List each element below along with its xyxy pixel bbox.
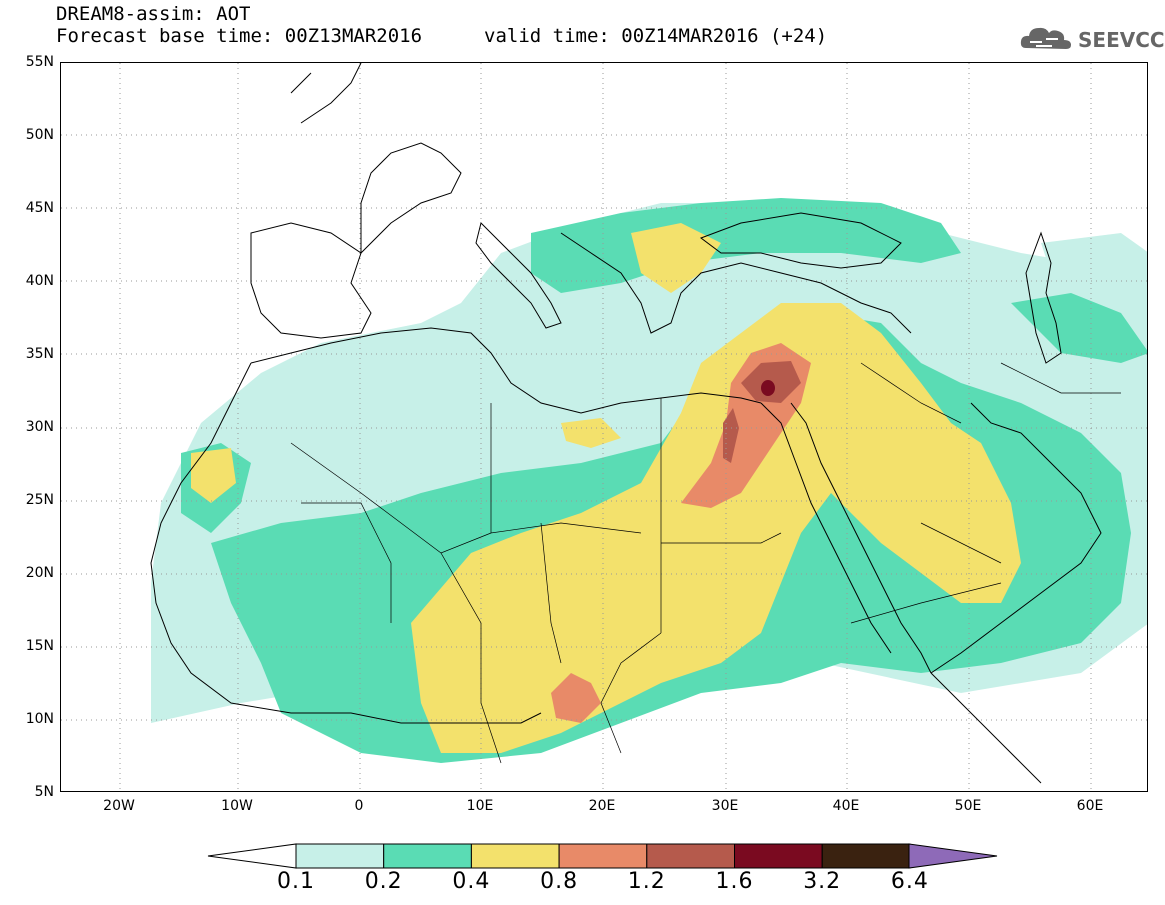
seevccc-logo: SEEVCCC — [1018, 22, 1165, 58]
colorbar-segment — [470, 843, 560, 869]
lat-label-10n: 10N — [25, 711, 54, 727]
lat-label-50n: 50N — [25, 127, 54, 143]
lon-label-30e: 30E — [711, 798, 739, 814]
valid-time: valid time: 00Z14MAR2016 (+24) — [484, 25, 828, 47]
lon-label-20e: 20E — [588, 798, 616, 814]
lat-label-55n: 55N — [25, 54, 54, 70]
graticule — [61, 63, 1147, 791]
colorbar-segment — [646, 843, 735, 869]
colorbar-label: 1.2 — [627, 869, 666, 894]
colorbar-label: 0.4 — [452, 869, 491, 894]
colorbar-segment — [821, 843, 911, 869]
lon-label-10w: 10W — [221, 798, 253, 814]
colorbar-segment — [558, 843, 648, 869]
colorbar-label: 0.2 — [364, 869, 403, 894]
lat-label-30n: 30N — [25, 419, 54, 435]
forecast-base-time: Forecast base time: 00Z13MAR2016 — [56, 25, 423, 47]
aot-field-0.4 — [191, 223, 1021, 753]
lat-label-25n: 25N — [25, 492, 54, 508]
country-borders — [290, 362, 1121, 764]
colorbar-label: 6.4 — [890, 869, 929, 894]
lon-label-10e: 10E — [466, 798, 494, 814]
colorbar-segment — [734, 843, 823, 869]
lat-label-45n: 45N — [25, 200, 54, 216]
colorbar-label: 3.2 — [803, 869, 842, 894]
lat-label-35n: 35N — [25, 346, 54, 362]
colorbar-high-arrow — [908, 843, 998, 869]
colorbar-label: 0.8 — [540, 869, 579, 894]
lon-label-20w: 20W — [103, 798, 135, 814]
aot-map — [61, 63, 1147, 791]
cloud-icon — [1020, 27, 1071, 49]
colorbar-segment — [295, 843, 385, 869]
lon-label-0: 0 — [354, 798, 364, 814]
lon-label-60e: 60E — [1076, 798, 1104, 814]
colorbar-label: 0.1 — [277, 869, 315, 894]
lat-label-40n: 40N — [25, 273, 54, 289]
map-title: DREAM8-assim: AOT — [56, 3, 251, 25]
lon-label-40e: 40E — [832, 798, 860, 814]
lat-label-20n: 20N — [25, 565, 54, 581]
aot-field-1.6 — [761, 380, 775, 396]
coastlines — [150, 63, 1102, 784]
map-panel — [60, 62, 1148, 792]
lon-label-50e: 50E — [954, 798, 982, 814]
lat-label-15n: 15N — [25, 638, 54, 654]
logo-text: SEEVCCC — [1078, 28, 1165, 52]
colorbar-low-arrow — [207, 843, 297, 869]
lat-label-5n: 5N — [34, 784, 54, 800]
colorbar-label: 1.6 — [715, 869, 754, 894]
colorbar-segment — [383, 843, 472, 869]
